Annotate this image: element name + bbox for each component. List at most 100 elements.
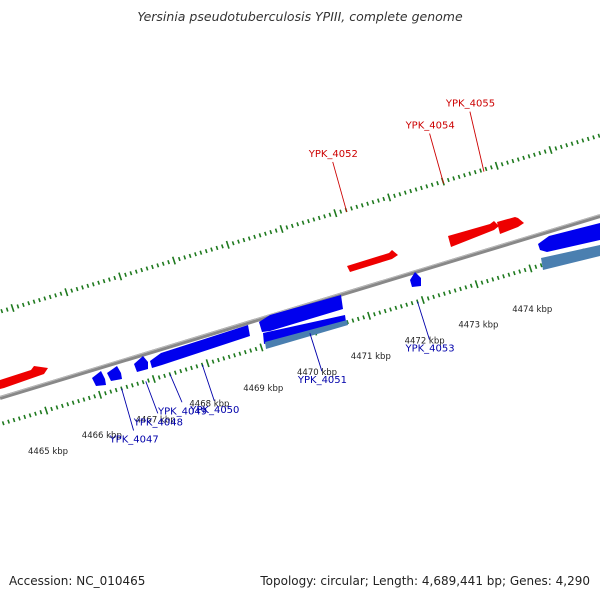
outer-tick-mark [21, 302, 25, 307]
rna-feature[interactable] [541, 245, 600, 270]
gene-label-forward[interactable]: YPK_4054 [405, 121, 455, 132]
gene-arrow-reverse[interactable] [107, 366, 122, 381]
inner-tick-mark [459, 286, 462, 292]
inner-tick-mark [173, 370, 177, 375]
gene-label-forward[interactable]: YPK_4055 [445, 99, 495, 110]
gene-arrow-reverse[interactable] [150, 325, 250, 368]
genome-stats-text: Topology: circular; Length: 4,689,441 bp… [260, 574, 590, 588]
outer-tick-mark [548, 145, 553, 155]
outer-tick-mark [538, 151, 542, 156]
inner-tick-mark [157, 375, 161, 380]
inner-tick-mark [136, 381, 140, 386]
inner-tick-mark [362, 315, 366, 320]
gene-label-reverse[interactable]: YPK_4047 [109, 434, 159, 445]
inner-tick-mark [17, 416, 21, 421]
outer-tick-mark [156, 263, 160, 268]
reverse-genes [92, 223, 600, 386]
accession-text: Accession: NC_010465 [9, 574, 146, 588]
tick-labels: 4465 kbp 4466 kbp 4467 kbp 4468 kbp 4469 kbp… [28, 305, 552, 457]
inner-tick-mark [211, 359, 215, 364]
inner-tick-mark [7, 419, 10, 424]
gene-arrow-forward[interactable] [497, 217, 524, 234]
gene-label-leader [201, 364, 215, 401]
gene-label-leader [469, 111, 485, 172]
gene-arrow-reverse[interactable] [410, 272, 421, 287]
gene-label-leader [121, 388, 135, 431]
inner-tick-mark [243, 349, 247, 355]
inner-tick-mark [432, 294, 436, 299]
inner-tick-mark [378, 310, 382, 315]
outer-tick-mark [382, 196, 386, 202]
forward-genes [0, 217, 524, 389]
inner-tick-mark [114, 387, 118, 393]
inner-tick-mark [163, 373, 167, 378]
outer-tick-mark [279, 224, 284, 234]
gene-label-reverse[interactable]: YPK_4048 [133, 417, 183, 428]
outer-tick-mark [0, 309, 4, 314]
gene-arrow-reverse[interactable] [259, 295, 343, 332]
inner-tick-mark [539, 263, 543, 268]
outer-tick-mark [586, 136, 590, 142]
inner-tick-mark [227, 354, 231, 360]
rna-feature[interactable] [265, 320, 348, 349]
tick-label: 4465 kbp [28, 447, 68, 457]
gene-arrow-reverse[interactable] [134, 356, 148, 372]
outer-tick-mark [516, 157, 520, 162]
outer-tick-mark [387, 193, 392, 202]
gene-label-reverse[interactable]: YPK_4053 [404, 344, 454, 355]
outer-tick-mark [355, 204, 359, 210]
outer-tick-mark [296, 222, 300, 227]
gene-arrow-reverse[interactable] [538, 223, 600, 252]
tick-label: 4470 kbp [297, 368, 337, 378]
inner-tick-mark [410, 301, 414, 306]
outer-tick-mark [10, 303, 15, 313]
inner-tick-mark [480, 280, 484, 285]
gene-label-reverse[interactable]: YPK_4049 [157, 406, 207, 417]
outer-tick-mark [54, 293, 57, 298]
gene-arrow-forward[interactable] [347, 250, 398, 272]
outer-tick-mark [177, 256, 181, 262]
outer-tick-mark [274, 228, 278, 233]
inner-tick-mark [512, 270, 516, 276]
outer-tick-mark [506, 160, 509, 165]
inner-tick-mark [77, 398, 80, 404]
inner-tick-mark [518, 269, 522, 274]
inner-tick-mark [66, 402, 70, 407]
inner-tick-mark [184, 367, 188, 372]
gene-label-reverse[interactable]: YPK_4050 [189, 405, 239, 416]
gene-arrow-forward[interactable] [448, 221, 499, 247]
inner-tick-mark [453, 288, 457, 293]
outer-tick-mark [457, 174, 461, 180]
outer-tick-mark [576, 139, 579, 145]
outer-tick-mark [409, 188, 413, 194]
gene-arrow-reverse[interactable] [92, 371, 106, 386]
gene-label-leader [309, 333, 323, 372]
outer-tick-mark [16, 304, 20, 309]
outer-tick-mark [307, 218, 310, 224]
gene-label-reverse[interactable]: YPK_4051 [297, 375, 347, 386]
tick-label: 4471 kbp [351, 352, 391, 362]
inner-tick-mark [389, 307, 392, 312]
inner-tick-mark [420, 295, 425, 305]
inner-tick-mark [351, 318, 355, 323]
gene-arrow-forward[interactable] [0, 366, 48, 389]
outer-tick-mark [5, 307, 9, 312]
gene-label-forward[interactable]: YPK_4052 [308, 149, 358, 160]
inner-tick-mark [496, 275, 500, 281]
outer-tick-mark [86, 283, 90, 289]
outer-tick-mark [247, 236, 251, 241]
outer-tick-mark [194, 252, 197, 257]
inner-tick-mark [130, 383, 134, 388]
outer-tick-mark [301, 220, 305, 225]
inner-tick-mark [486, 278, 489, 284]
inner-tick-mark [259, 343, 264, 352]
tick-label: 4466 kbp [82, 431, 122, 441]
outer-tick-mark [64, 288, 69, 297]
tick-label: 4473 kbp [458, 321, 498, 331]
inner-tick-mark [55, 405, 59, 410]
outer-tick-mark [554, 146, 558, 151]
inner-tick-mark [109, 389, 113, 394]
gene-labels: YPK_4052 YPK_4054 YPK_4055 YPK_4047 YPK_4048… [109, 99, 496, 446]
gene-arrow-reverse[interactable] [263, 315, 346, 344]
